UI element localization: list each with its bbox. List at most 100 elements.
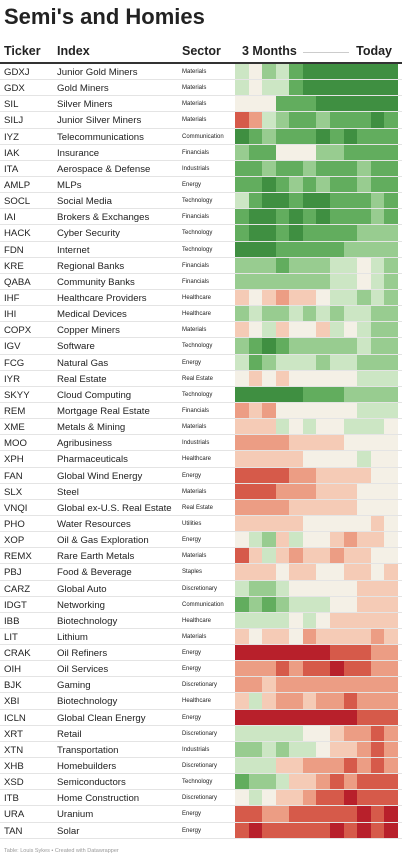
heat-cell — [262, 419, 276, 435]
ticker: URA — [4, 809, 25, 821]
heat-cell — [235, 725, 249, 741]
heat-cell — [275, 306, 290, 322]
heat-strip — [235, 725, 398, 741]
index-name: Silver Miners — [57, 99, 113, 111]
heat-cell — [235, 693, 249, 709]
sector: Healthcare — [182, 294, 212, 301]
heat-cell — [248, 176, 263, 193]
heat-cell — [357, 822, 371, 838]
heat-strip — [235, 467, 398, 483]
heat-cell — [357, 709, 371, 725]
sector: Energy — [182, 827, 202, 834]
heat-cell — [330, 354, 344, 370]
heat-cell — [330, 709, 344, 725]
heat-strip — [235, 580, 398, 596]
heat-strip — [235, 435, 398, 451]
heat-cell — [248, 693, 263, 709]
heat-strip — [235, 176, 398, 193]
heat-cell — [262, 306, 276, 322]
heat-strip — [235, 209, 398, 225]
sector: Financials — [182, 407, 210, 414]
heat-cell — [370, 128, 385, 144]
index-name: Metals & Mining — [57, 422, 126, 434]
heat-cell — [275, 596, 290, 612]
heat-cell — [384, 144, 398, 160]
heat-cell — [357, 354, 371, 370]
heat-cell — [275, 225, 290, 241]
heat-cell — [289, 289, 303, 306]
heat-cell — [384, 451, 398, 467]
heat-cell — [343, 80, 358, 96]
heat-cell — [275, 693, 290, 709]
table-row: SKYY Cloud Computing Technology — [0, 386, 402, 403]
heat-cell — [302, 338, 317, 354]
heat-cell — [289, 758, 303, 774]
heat-cell — [262, 693, 276, 709]
index-name: Healthcare Providers — [57, 292, 147, 304]
table-row: IAI Brokers & Exchanges Financials — [0, 209, 402, 226]
heat-cell — [330, 225, 344, 241]
heat-cell — [275, 386, 290, 402]
table-row: PHO Water Resources Utilities — [0, 515, 402, 533]
table-row: IYZ Telecommunications Communication — [0, 128, 402, 145]
heat-cell — [357, 741, 371, 758]
heat-cell — [275, 612, 290, 628]
heat-cell — [248, 483, 263, 499]
heat-cell — [330, 338, 344, 354]
ticker: ITA — [4, 163, 19, 175]
heat-cell — [370, 532, 385, 548]
index-name: Lithium — [57, 631, 88, 643]
heat-cell — [370, 499, 385, 515]
heat-cell — [316, 96, 331, 112]
heat-cell — [275, 435, 290, 451]
heat-cell — [343, 499, 358, 515]
heat-cell — [235, 499, 249, 515]
heat-cell — [289, 822, 303, 838]
heat-cell — [289, 741, 303, 758]
heat-cell — [330, 499, 344, 515]
heat-strip — [235, 273, 398, 289]
heat-cell — [262, 225, 276, 241]
heat-cell — [302, 176, 317, 193]
heat-cell — [235, 822, 249, 838]
table-row: ITB Home Construction Discretionary — [0, 790, 402, 807]
heat-cell — [343, 257, 358, 273]
heat-cell — [302, 386, 317, 402]
heat-cell — [316, 806, 331, 822]
heat-cell — [248, 548, 263, 564]
sector: Discretionary — [182, 585, 218, 592]
heat-cell — [275, 822, 290, 838]
heat-cell — [248, 661, 263, 677]
heat-cell — [289, 402, 303, 419]
heat-cell — [343, 386, 358, 402]
heat-cell — [384, 758, 398, 774]
footer-note: Table: Louis Sykes • Created with Datawr… — [4, 848, 119, 854]
heat-cell — [248, 257, 263, 273]
heat-strip — [235, 419, 398, 435]
heat-cell — [289, 80, 303, 96]
ticker: IGV — [4, 341, 21, 353]
heat-cell — [330, 241, 344, 257]
table-row: IHF Healthcare Providers Healthcare — [0, 289, 402, 307]
heat-cell — [275, 241, 290, 257]
heat-cell — [289, 499, 303, 515]
heat-cell — [357, 128, 371, 144]
heat-cell — [289, 354, 303, 370]
heat-cell — [235, 741, 249, 758]
heat-cell — [370, 628, 385, 645]
heat-strip — [235, 499, 398, 515]
index-name: Global Clean Energy — [57, 712, 146, 724]
ticker: FCG — [4, 357, 25, 369]
heat-strip — [235, 564, 398, 580]
heat-cell — [275, 419, 290, 435]
heat-cell — [262, 289, 276, 306]
heat-cell — [289, 128, 303, 144]
heat-cell — [370, 693, 385, 709]
heat-cell — [330, 64, 344, 80]
heat-cell — [302, 822, 317, 838]
heat-cell — [370, 774, 385, 790]
sector: Discretionary — [182, 730, 218, 737]
heat-cell — [384, 532, 398, 548]
heat-cell — [262, 451, 276, 467]
heat-cell — [235, 564, 249, 580]
